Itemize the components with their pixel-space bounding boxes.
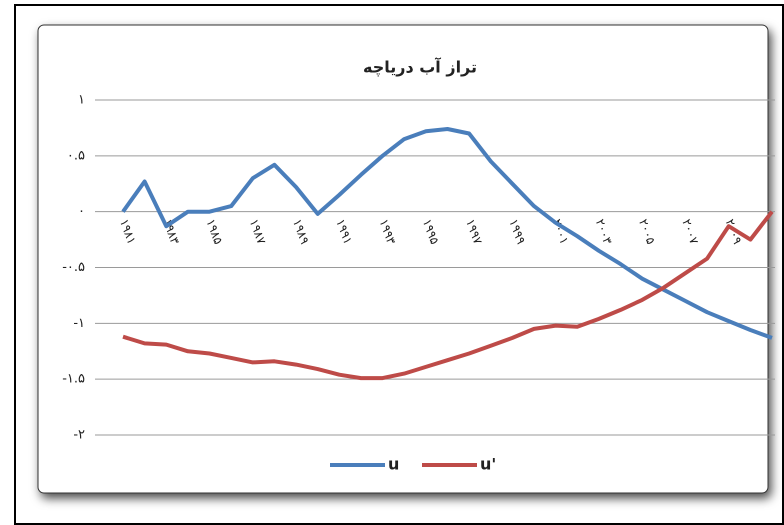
y-tick-label: -۲ [73, 428, 85, 443]
y-tick-label: ۰.۵ [67, 148, 85, 163]
legend-label: u [388, 455, 399, 474]
y-tick-label: -۱.۵ [62, 372, 85, 387]
y-tick-label: -۱ [73, 316, 85, 331]
line-series [122, 210, 774, 381]
y-tick-label: ۰ [78, 204, 85, 219]
chart-title: تراز آب دریاچه [363, 57, 477, 78]
y-tick-label: ۱ [78, 93, 85, 108]
legend-label: u' [480, 455, 496, 474]
card [37, 24, 769, 494]
y-tick-label: -۰.۵ [62, 260, 85, 275]
